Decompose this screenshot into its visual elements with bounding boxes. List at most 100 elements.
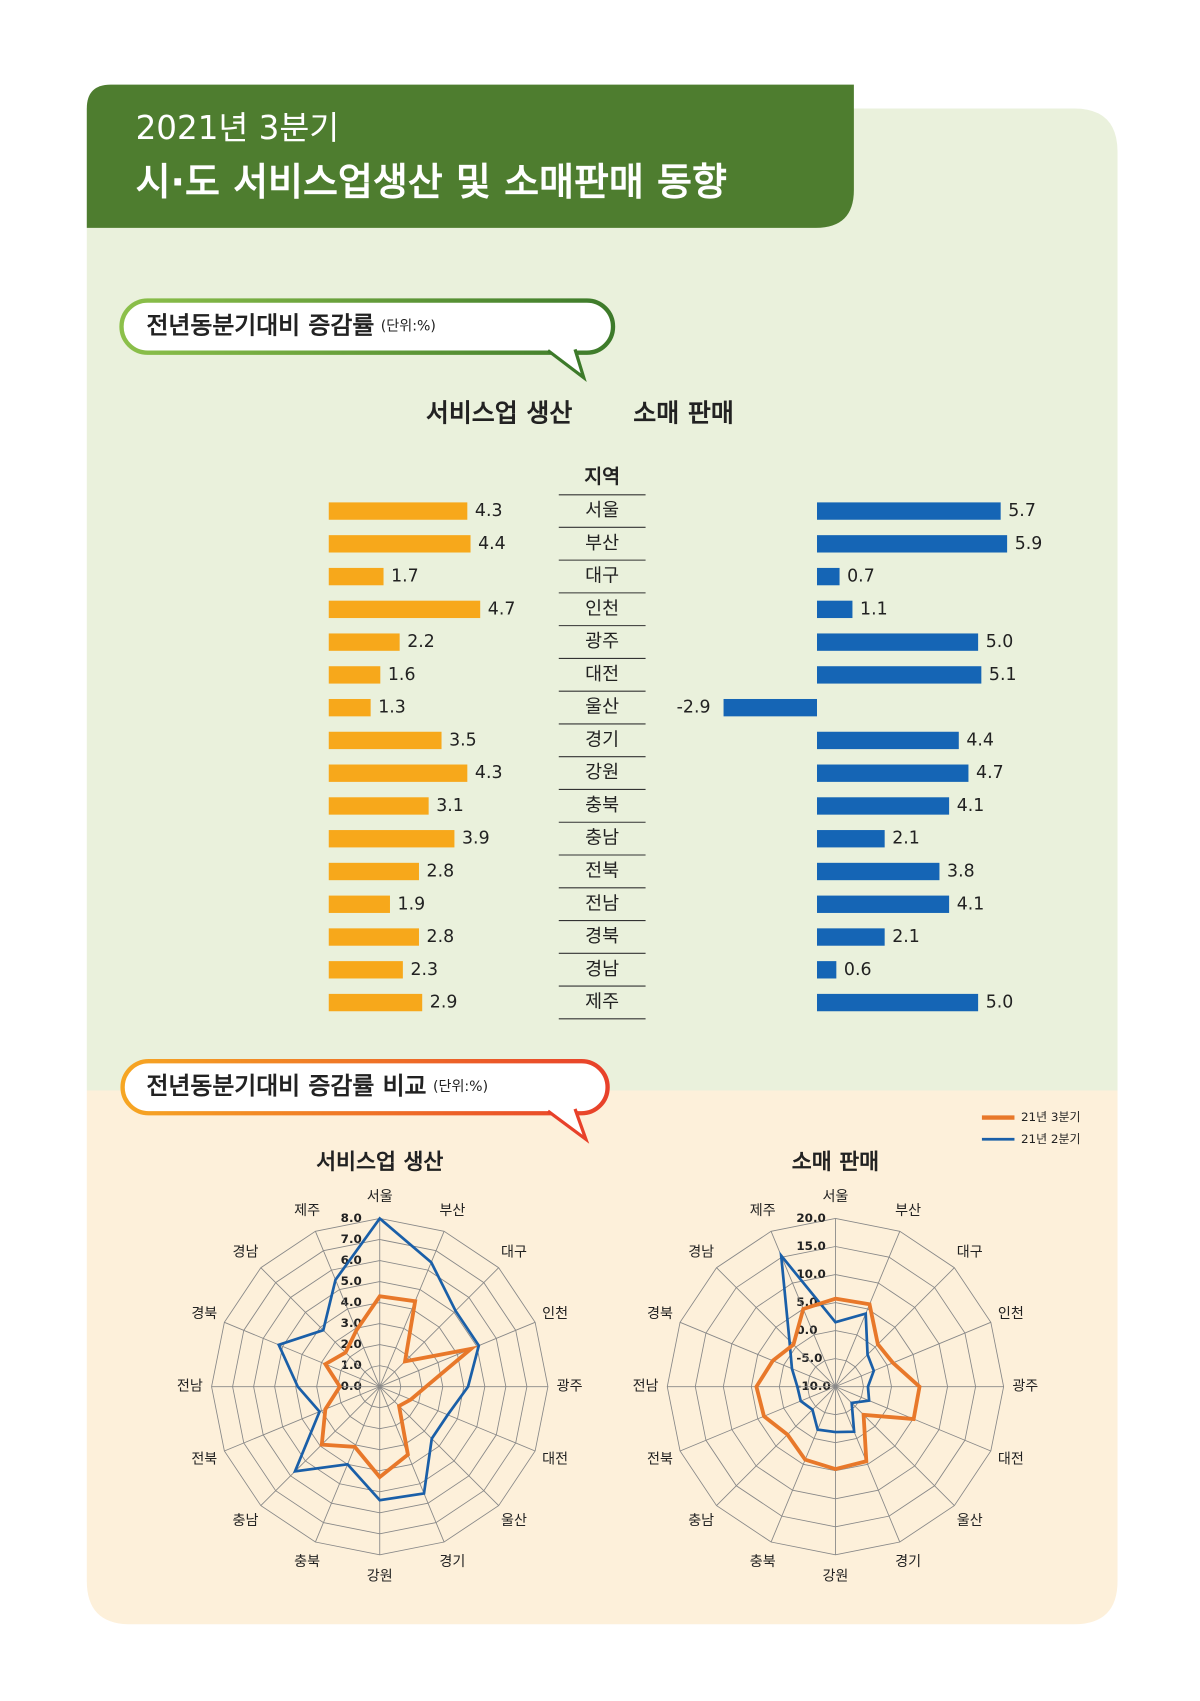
category-label: 울산 (957, 1513, 983, 1529)
legend-label: 21년 3분기 (1021, 1110, 1080, 1124)
category-label: 전북 (647, 1451, 673, 1467)
bar (328, 862, 419, 881)
r-tick-label: 10.0 (796, 1267, 825, 1281)
value-label: 3.9 (462, 829, 490, 849)
bar (816, 633, 979, 651)
radar-line (779, 1251, 876, 1434)
category-label: 광주 (557, 1379, 583, 1395)
value-label: 0.6 (844, 960, 872, 980)
bar (816, 862, 940, 881)
region-label: 경북 (585, 926, 619, 947)
r-tick-label: 20.0 (796, 1211, 825, 1225)
spoke (224, 1321, 380, 1388)
region-label: 광주 (585, 631, 619, 652)
spoke (770, 1386, 836, 1543)
radar-title: 소매 판매 (792, 1150, 879, 1175)
category-label: 제주 (750, 1203, 776, 1219)
value-label: 3.8 (947, 862, 975, 882)
region-label: 인천 (585, 598, 619, 619)
r-tick-label: 0.0 (796, 1323, 817, 1337)
section-title: 전년동분기대비 증감률 비교 (단위:%) (146, 1072, 488, 1100)
region-label: 대구 (585, 566, 619, 587)
bar (816, 993, 979, 1012)
panel-bottom (86, 1090, 1118, 1625)
region-label: 울산 (585, 697, 619, 718)
value-label: 4.3 (475, 763, 503, 783)
bar (328, 961, 403, 979)
category-label: 경기 (895, 1554, 921, 1570)
value-label: 2.8 (427, 862, 455, 882)
spoke (679, 1386, 836, 1452)
value-label: 5.7 (1008, 501, 1036, 521)
section-unit: (단위:%) (381, 319, 436, 335)
category-label: 울산 (501, 1513, 527, 1529)
value-label: 1.7 (391, 567, 419, 587)
title-line1: 2021년 3분기 (136, 109, 340, 147)
r-tick-label: -10.0 (796, 1379, 830, 1393)
section-title-text: 전년동분기대비 증감률 비교 (146, 1072, 426, 1100)
value-label: 4.3 (475, 501, 503, 521)
bar (816, 797, 950, 815)
bar (328, 830, 455, 848)
section-title: 전년동분기대비 증감률 (단위:%) (146, 311, 435, 339)
value-label: 4.4 (966, 730, 994, 750)
r-tick-label: 7.0 (341, 1232, 362, 1246)
bar (816, 600, 853, 619)
region-label: 충북 (585, 795, 619, 816)
value-label: 2.1 (892, 927, 920, 947)
r-tick-label: 8.0 (341, 1211, 362, 1225)
value-label: 2.9 (430, 993, 458, 1013)
category-label: 경남 (233, 1244, 259, 1260)
value-label: 2.8 (427, 927, 455, 947)
bar (328, 666, 381, 684)
region-label: 대전 (585, 664, 619, 685)
category-label: 경남 (688, 1244, 714, 1260)
value-label: 4.1 (957, 894, 985, 914)
value-label: 5.0 (986, 632, 1014, 652)
callout-tail (546, 348, 587, 382)
value-label: 4.4 (478, 534, 506, 554)
value-label: 0.7 (847, 567, 875, 587)
spoke (835, 1321, 991, 1388)
r-tick-label: 5.0 (341, 1274, 362, 1288)
bar (816, 830, 885, 848)
title-line2: 시·도 서비스업생산 및 소매판매 동향 (136, 160, 727, 204)
spoke (716, 1267, 836, 1387)
bar (816, 535, 1008, 553)
radar-line (754, 1296, 922, 1472)
spoke (379, 1321, 536, 1388)
category-label: 광주 (1012, 1379, 1038, 1395)
category-label: 부산 (895, 1203, 921, 1219)
value-label: 5.1 (989, 665, 1017, 685)
category-label: 경기 (439, 1554, 465, 1570)
r-tick-label: 3.0 (341, 1316, 362, 1330)
section-title-text: 전년동분기대비 증감률 (146, 311, 374, 339)
value-label: 4.7 (976, 763, 1004, 783)
category-label: 대구 (957, 1244, 983, 1260)
region-label: 경기 (585, 729, 619, 750)
category-label: 서울 (367, 1189, 393, 1205)
bar (816, 895, 950, 913)
spoke (260, 1267, 381, 1387)
callout-1 (119, 298, 616, 355)
r-tick-label: 1.0 (341, 1358, 362, 1372)
spoke (224, 1386, 380, 1452)
category-label: 강원 (822, 1569, 848, 1585)
bar (816, 928, 885, 946)
category-label: 전남 (177, 1379, 203, 1395)
value-label: 5.0 (986, 993, 1014, 1013)
r-tick-label: 15.0 (796, 1239, 825, 1253)
bar (816, 502, 1001, 520)
category-label: 충북 (294, 1554, 320, 1570)
radar-line (276, 1216, 481, 1502)
bar (328, 797, 429, 815)
callout-2 (120, 1058, 610, 1116)
value-label: 2.3 (410, 960, 438, 980)
region-label: 경남 (585, 959, 619, 980)
region-label: 제주 (585, 992, 619, 1013)
bar (816, 731, 959, 750)
category-label: 전남 (633, 1379, 659, 1395)
value-label: 3.1 (436, 796, 464, 816)
category-label: 인천 (998, 1306, 1024, 1322)
spoke (835, 1386, 901, 1543)
